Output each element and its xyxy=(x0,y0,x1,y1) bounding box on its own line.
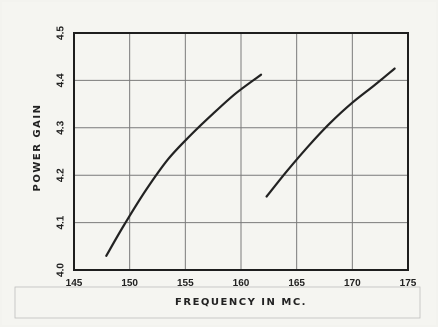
series-line-1 xyxy=(105,73,263,257)
outer-border xyxy=(14,286,421,319)
grid xyxy=(74,33,408,270)
y-tick-label-4.0: 4.0 xyxy=(56,263,67,277)
y-tick-label-4.5: 4.5 xyxy=(56,26,67,40)
series-line-2 xyxy=(265,67,396,198)
plot-area-border xyxy=(73,32,409,271)
x-tick-label-145: 145 xyxy=(66,278,83,289)
y-tick-label-4.3: 4.3 xyxy=(56,120,67,134)
y-tick-label-4.1: 4.1 xyxy=(56,215,67,229)
x-axis-label: FREQUENCY IN MC. xyxy=(175,297,307,308)
x-tick-label-165: 165 xyxy=(288,278,305,289)
x-tick-label-170: 170 xyxy=(344,278,361,289)
y-tick-labels: 4.0 4.1 4.2 4.3 4.4 4.5 xyxy=(56,26,67,277)
series-group xyxy=(105,67,396,257)
y-axis-label: POWER GAIN xyxy=(32,104,43,192)
x-tick-label-150: 150 xyxy=(121,278,138,289)
x-tick-label-155: 155 xyxy=(177,278,194,289)
x-tick-label-160: 160 xyxy=(233,278,250,289)
x-tick-label-175: 175 xyxy=(400,278,417,289)
y-tick-label-4.4: 4.4 xyxy=(56,73,67,87)
y-tick-label-4.2: 4.2 xyxy=(56,168,67,182)
x-tick-labels: 145 150 155 160 165 170 175 xyxy=(66,278,417,289)
